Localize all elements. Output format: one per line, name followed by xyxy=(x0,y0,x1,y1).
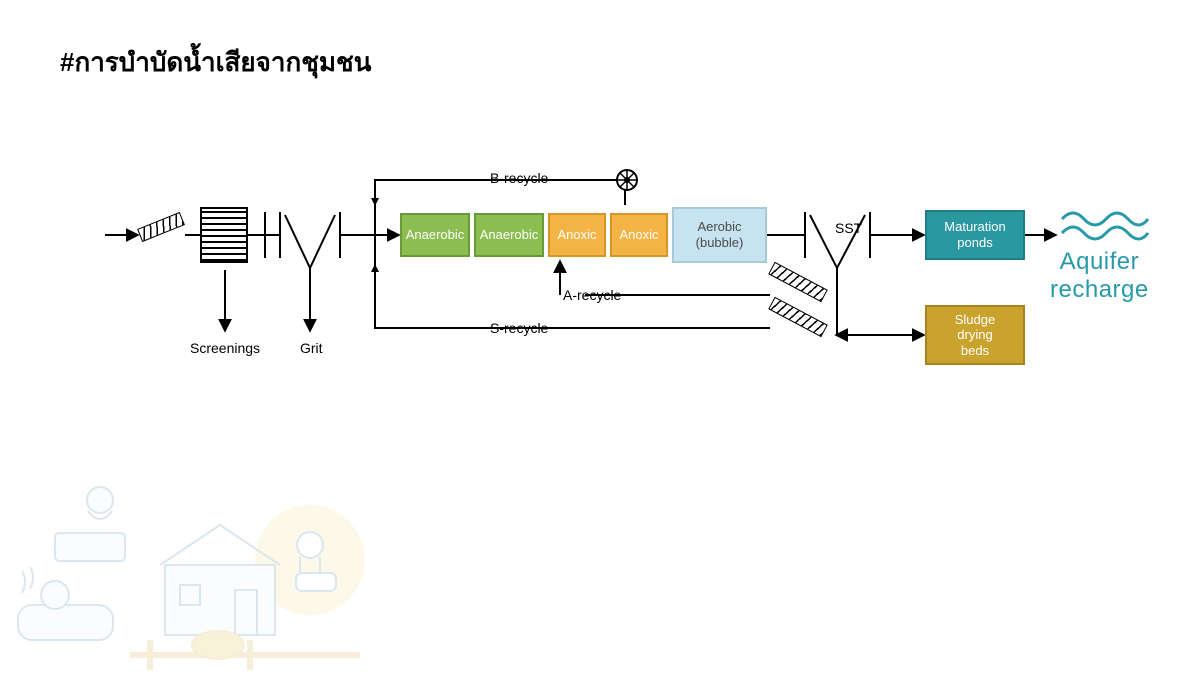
sst-label: SST xyxy=(835,220,862,236)
sludge-label: Sludge drying beds xyxy=(955,312,995,359)
maturation-label: Maturation ponds xyxy=(944,219,1005,250)
anoxic-1-label: Anoxic xyxy=(557,227,596,243)
screen-box xyxy=(200,207,248,263)
anaerobic-2-box: Anaerobic xyxy=(474,213,544,257)
anaerobic-1-label: Anaerobic xyxy=(406,227,465,243)
anoxic-2-label: Anoxic xyxy=(619,227,658,243)
s-recycle-label: S-recycle xyxy=(490,320,548,336)
maturation-ponds-box: Maturation ponds xyxy=(925,210,1025,260)
aerobic-label: Aerobic (bubble) xyxy=(696,219,744,250)
anaerobic-2-label: Anaerobic xyxy=(480,227,539,243)
aquifer-recharge-label: Aquifer recharge xyxy=(1050,248,1149,303)
anoxic-1-box: Anoxic xyxy=(548,213,606,257)
screenings-label: Screenings xyxy=(190,340,260,356)
grit-label: Grit xyxy=(300,340,323,356)
anaerobic-1-box: Anaerobic xyxy=(400,213,470,257)
page-title: #การบำบัดน้ำเสียจากชุมชน xyxy=(60,42,371,83)
b-recycle-label: B-recycle xyxy=(490,170,548,186)
aerobic-box: Aerobic (bubble) xyxy=(672,207,767,263)
anoxic-2-box: Anoxic xyxy=(610,213,668,257)
a-recycle-label: A-recycle xyxy=(563,287,621,303)
aerator-icon xyxy=(615,168,639,192)
household-wastewater-cartoon xyxy=(0,445,390,675)
aquifer-wave-icon xyxy=(1060,205,1150,245)
sludge-drying-box: Sludge drying beds xyxy=(925,305,1025,365)
wastewater-flow-diagram: Anaerobic Anaerobic Anoxic Anoxic Aerobi… xyxy=(105,150,1145,410)
